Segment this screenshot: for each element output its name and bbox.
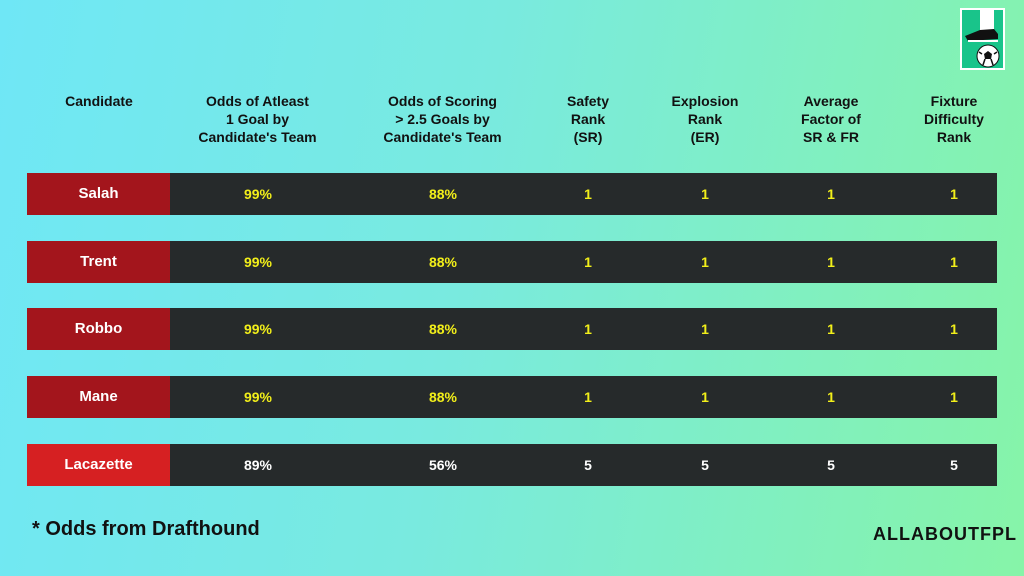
average-factor-value: 1 (827, 389, 835, 405)
table-row: Salah 99% 88% 1 1 1 1 (27, 173, 997, 215)
header-candidate: Candidate (65, 93, 133, 109)
table-row: Trent 99% 88% 1 1 1 1 (27, 241, 997, 283)
header-odds-over-2-5: Odds of Scoring > 2.5 Goals by Candidate… (383, 93, 502, 145)
explosion-rank-value: 1 (701, 186, 709, 202)
header-explosion-rank: Explosion Rank (ER) (671, 93, 739, 145)
odds-over-2-5-value: 88% (428, 186, 458, 202)
fixture-difficulty-value: 1 (950, 389, 958, 405)
safety-rank-value: 1 (584, 389, 592, 405)
fixture-difficulty-value: 1 (950, 254, 958, 270)
explosion-rank-value: 1 (701, 389, 709, 405)
safety-rank-value: 1 (584, 186, 592, 202)
brand-wordmark: ALLABOUTFPL (873, 524, 1017, 544)
fixture-difficulty-value: 5 (950, 457, 958, 473)
table-row: Robbo 99% 88% 1 1 1 1 (27, 308, 997, 350)
safety-rank-value: 1 (584, 254, 592, 270)
candidate-name: Trent (27, 241, 170, 283)
average-factor-value: 1 (827, 186, 835, 202)
candidate-name: Mane (27, 376, 170, 418)
header-average-factor: Average Factor of SR & FR (801, 93, 861, 145)
header-fixture-difficulty: Fixture Difficulty Rank (924, 93, 984, 145)
average-factor-value: 5 (827, 457, 835, 473)
odds-source-footnote: * Odds from Drafthound (32, 518, 260, 540)
odds-over-2-5-value: 88% (428, 321, 458, 337)
table-row: Mane 99% 88% 1 1 1 1 (27, 376, 997, 418)
odds-one-goal-value: 99% (243, 389, 273, 405)
average-factor-value: 1 (827, 254, 835, 270)
fixture-difficulty-value: 1 (950, 186, 958, 202)
explosion-rank-value: 5 (701, 457, 709, 473)
header-odds-one-goal: Odds of Atleast 1 Goal by Candidate's Te… (198, 93, 317, 145)
candidate-name: Robbo (27, 308, 170, 350)
football-boot-and-ball-icon (960, 8, 1005, 70)
header-safety-rank: Safety Rank (SR) (566, 93, 610, 145)
candidate-name: Lacazette (27, 444, 170, 486)
odds-one-goal-value: 99% (243, 254, 273, 270)
fixture-difficulty-value: 1 (950, 321, 958, 337)
explosion-rank-value: 1 (701, 321, 709, 337)
safety-rank-value: 1 (584, 321, 592, 337)
odds-over-2-5-value: 56% (428, 457, 458, 473)
candidate-name: Salah (27, 173, 170, 215)
explosion-rank-value: 1 (701, 254, 709, 270)
average-factor-value: 1 (827, 321, 835, 337)
safety-rank-value: 5 (584, 457, 592, 473)
odds-one-goal-value: 99% (243, 186, 273, 202)
logo-graphic (965, 10, 1000, 68)
table-row: Lacazette 89% 56% 5 5 5 5 (27, 444, 997, 486)
odds-one-goal-value: 89% (243, 457, 273, 473)
odds-over-2-5-value: 88% (428, 254, 458, 270)
odds-one-goal-value: 99% (243, 321, 273, 337)
odds-over-2-5-value: 88% (428, 389, 458, 405)
